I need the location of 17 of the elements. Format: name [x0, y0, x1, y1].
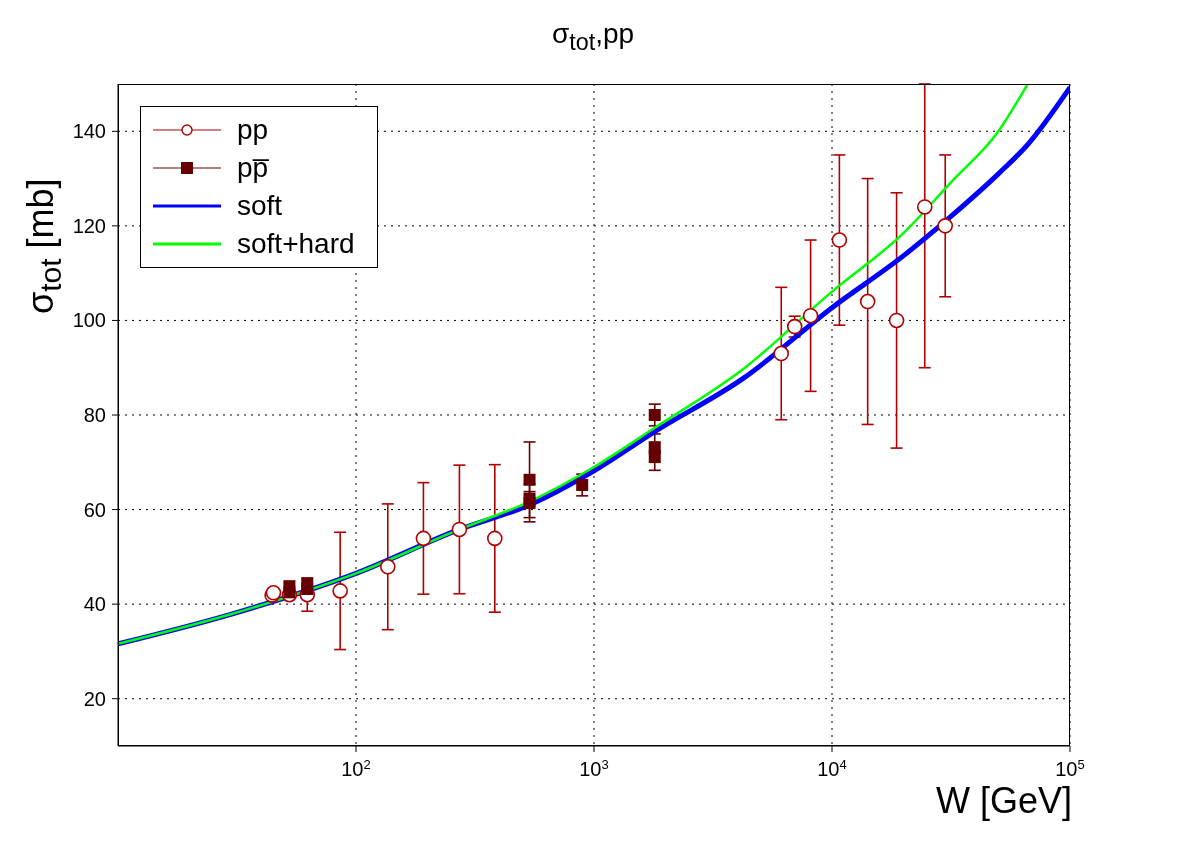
y-tick-label: 140	[72, 120, 106, 143]
x-tick-label: 10$^{5}$	[1055, 756, 1085, 780]
legend-label: pp	[237, 114, 269, 146]
x-tick-label: 10$^{4}$	[817, 756, 847, 780]
x-axis-title: W [GeV]	[935, 780, 1072, 822]
y-tick-label: 100	[72, 309, 106, 332]
legend-label: pp̅	[237, 152, 269, 184]
chart-title: σ$_{tot}$,pp	[550, 18, 636, 56]
legend-label: soft+hard	[237, 228, 355, 260]
y-tick-label: 120	[72, 214, 106, 237]
y-tick-label: 20	[83, 687, 106, 710]
legend-label: soft	[237, 190, 283, 222]
y-tick-label: 40	[83, 593, 106, 616]
x-tick-label: 10$^{3}$	[579, 756, 609, 780]
y-tick-label: 60	[83, 498, 106, 521]
y-tick-label: 80	[83, 404, 106, 426]
x-tick-label: 10$^{2}$	[341, 756, 371, 780]
